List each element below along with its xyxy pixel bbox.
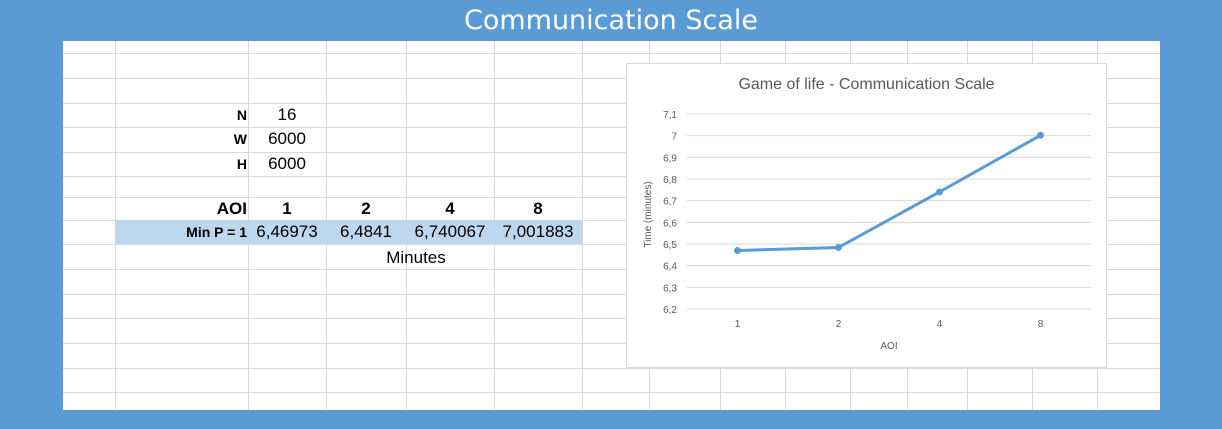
param-label: H — [236, 156, 247, 172]
grid-row-line — [63, 78, 1160, 79]
x-tick-label: 1 — [735, 319, 741, 330]
aoi-column-header: 8 — [533, 199, 543, 218]
grid-row-line — [63, 53, 1160, 54]
y-tick-label: 7,1 — [663, 110, 677, 121]
chart-title: Game of life - Communication Scale — [738, 76, 995, 93]
grid-row-line — [63, 197, 1160, 198]
grid-row-line — [63, 127, 1160, 128]
y-tick-label: 6,4 — [663, 262, 677, 273]
grid-row-line — [63, 269, 1160, 270]
x-tick-label: 4 — [937, 319, 943, 330]
chart-plot: 6,2 6,3 6,4 6,5 6,6 6,7 6,8 6,9 7 7,1 1 2 4 8 AOI Time … — [643, 110, 1091, 352]
result-value[interactable]: 7,001883 — [502, 222, 574, 241]
grid-row-line — [63, 176, 1160, 177]
banner-title: Communication Scale — [463, 5, 759, 36]
grid-row-line — [63, 152, 1160, 153]
param-label: N — [236, 107, 247, 123]
grid-row-line — [63, 103, 1160, 104]
aoi-column-header: 2 — [361, 199, 371, 218]
y-tick-label: 6,3 — [663, 283, 677, 294]
result-value[interactable]: 6,4841 — [340, 222, 392, 241]
line-chart[interactable]: Game of life - Communication Scale 6,2 6,… — [626, 63, 1107, 368]
y-tick-label: 6,5 — [663, 240, 677, 251]
param-value[interactable]: 16 — [277, 105, 297, 124]
grid-row-line — [63, 244, 1160, 245]
x-tick-label: 8 — [1038, 319, 1044, 330]
data-point — [1037, 131, 1044, 139]
param-value[interactable]: 6000 — [268, 154, 306, 173]
grid-row-line — [63, 368, 1160, 369]
result-row-highlight — [115, 220, 582, 244]
result-value[interactable]: 6,46973 — [256, 222, 318, 241]
grid-row-line — [63, 392, 1160, 393]
data-point — [936, 188, 943, 196]
y-tick-label: 6,2 — [663, 305, 677, 316]
series-line — [736, 133, 1042, 253]
y-tick-label: 7 — [671, 132, 677, 143]
grid-row-line — [63, 343, 1160, 344]
y-tick-label: 6,6 — [663, 218, 677, 229]
aoi-column-header: 4 — [445, 199, 455, 218]
spreadsheet-area[interactable]: N 16 W 6000 H 6000 AOI 1 2 4 8 Min P = 1… — [63, 41, 1160, 410]
unit-label: Minutes — [386, 248, 446, 267]
grid-row-line — [63, 220, 1160, 221]
data-point — [835, 243, 842, 251]
x-axis-label: AOI — [880, 341, 897, 352]
aoi-column-header: 1 — [282, 199, 292, 218]
param-label: W — [233, 131, 247, 147]
aoi-header-label: AOI — [216, 199, 247, 218]
grid-row-line — [63, 294, 1160, 295]
data-point — [734, 247, 741, 255]
result-value[interactable]: 6,740067 — [414, 222, 486, 241]
grid-column-line — [582, 41, 583, 410]
grid-row-line — [63, 318, 1160, 319]
param-value[interactable]: 6000 — [268, 129, 306, 148]
y-tick-label: 6,8 — [663, 175, 677, 186]
y-axis-label: Time (minutes) — [643, 181, 654, 247]
x-tick-label: 2 — [836, 319, 842, 330]
y-tick-label: 6,9 — [663, 153, 677, 164]
result-row-label: Min P = 1 — [186, 224, 247, 240]
y-tick-label: 6,7 — [663, 197, 677, 208]
